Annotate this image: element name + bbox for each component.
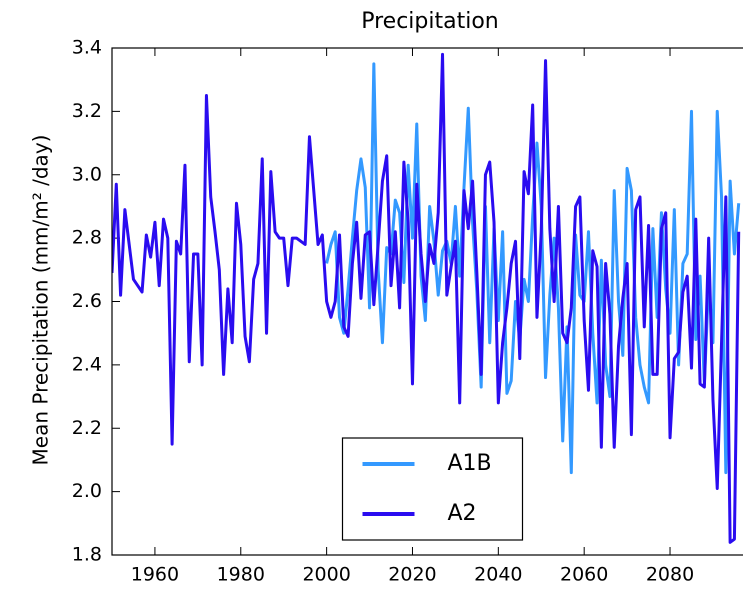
y-tick-label: 2.8 <box>72 227 102 249</box>
legend-label: A2 <box>448 501 477 526</box>
y-tick-label: 2.2 <box>72 417 102 439</box>
plot-area <box>112 52 741 544</box>
series-line <box>112 52 741 544</box>
series-line <box>325 62 741 475</box>
y-axis-label: Mean Precipitation (mm/m² /day) <box>29 135 53 466</box>
y-tick-label: 2.4 <box>72 353 102 375</box>
legend: A1B A2 <box>341 437 524 541</box>
x-tick-label: 1960 <box>131 564 179 586</box>
legend-box <box>341 437 524 541</box>
x-tick-label: 2060 <box>560 564 608 586</box>
plot-frame <box>111 47 743 556</box>
ticks: 1.8 2.0 2.2 2.4 2.6 2.8 3.0 3.2 3.4 1960 1980 2000 2… <box>72 37 694 586</box>
x-tick-label: 1980 <box>217 564 265 586</box>
y-tick-label: 3.2 <box>72 100 102 122</box>
y-tick-label: 3.4 <box>72 37 102 59</box>
y-tick-label: 1.8 <box>72 544 102 566</box>
x-tick-label: 2020 <box>388 564 436 586</box>
x-tick-label: 2000 <box>302 564 350 586</box>
y-tick-label: 3.0 <box>72 163 102 185</box>
y-tick-label: 2.6 <box>72 290 102 312</box>
x-tick-label: 2040 <box>474 564 522 586</box>
y-tick-label: 2.0 <box>72 480 102 502</box>
legend-label: A1B <box>448 451 492 476</box>
chart-title: Precipitation <box>361 9 499 34</box>
x-tick-label: 2080 <box>646 564 694 586</box>
